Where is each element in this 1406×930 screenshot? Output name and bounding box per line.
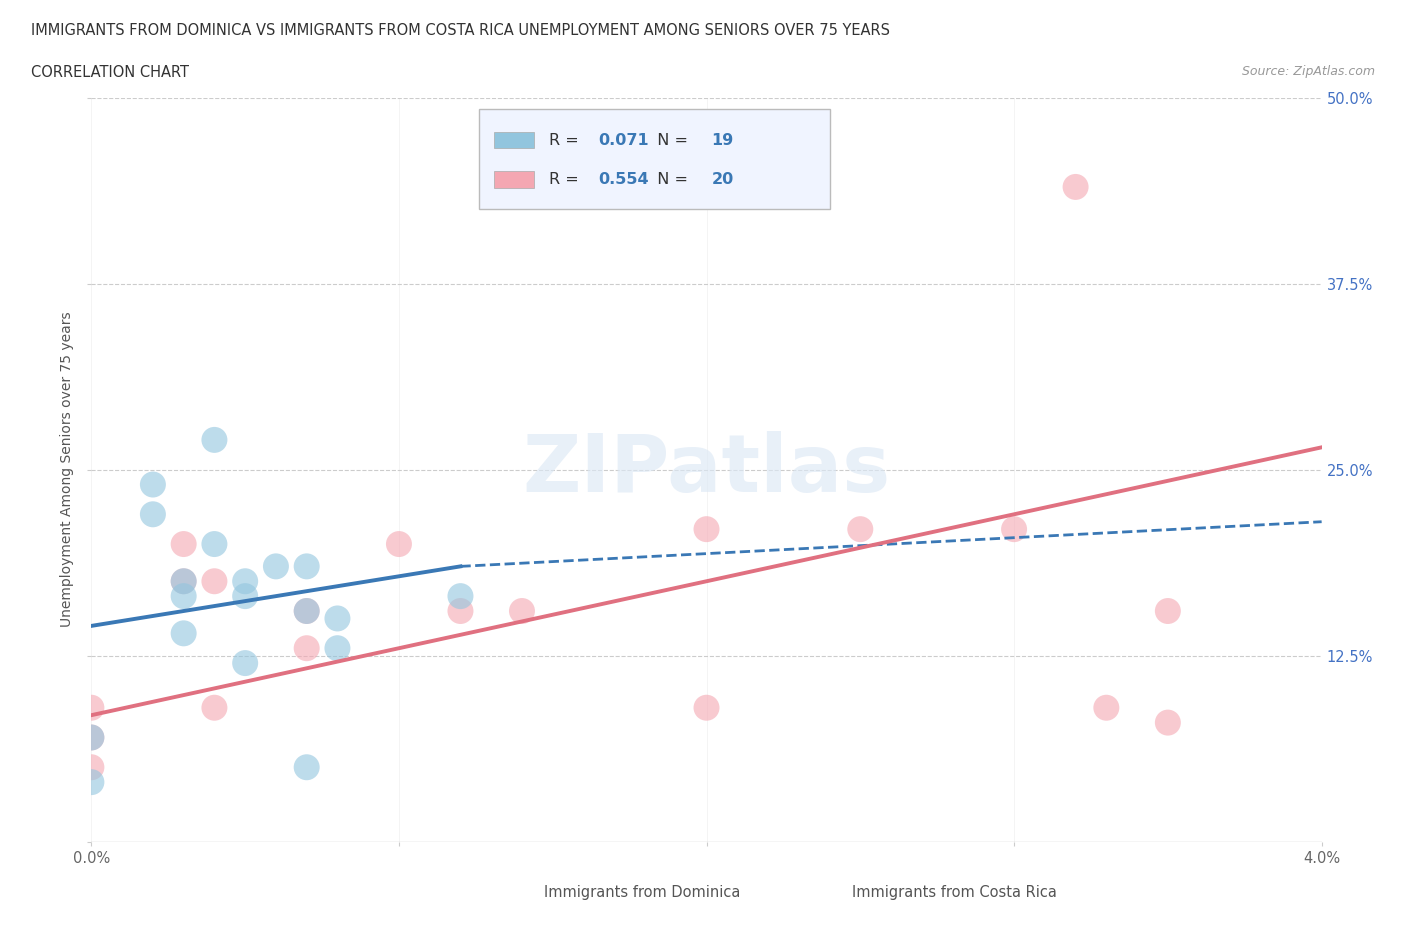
FancyBboxPatch shape [494, 171, 534, 188]
Point [295, 559, 318, 574]
Text: Source: ZipAtlas.com: Source: ZipAtlas.com [1241, 65, 1375, 78]
Point [264, 559, 287, 574]
Text: ZIPatlas: ZIPatlas [523, 431, 890, 509]
Point [449, 604, 471, 618]
Text: IMMIGRANTS FROM DOMINICA VS IMMIGRANTS FROM COSTA RICA UNEMPLOYMENT AMONG SENIOR: IMMIGRANTS FROM DOMINICA VS IMMIGRANTS F… [31, 23, 890, 38]
Point [173, 589, 195, 604]
Point [295, 604, 318, 618]
Point [326, 611, 349, 626]
Point [695, 700, 717, 715]
Point [173, 537, 195, 551]
Point [80, 775, 103, 790]
Point [202, 537, 225, 551]
Point [173, 574, 195, 589]
Text: Immigrants from Costa Rica: Immigrants from Costa Rica [852, 884, 1056, 899]
Text: 19: 19 [711, 133, 734, 148]
Point [80, 730, 103, 745]
Point [449, 589, 471, 604]
Point [202, 432, 225, 447]
Point [80, 730, 103, 745]
Text: R =: R = [548, 172, 583, 187]
FancyBboxPatch shape [786, 871, 853, 913]
Y-axis label: Unemployment Among Seniors over 75 years: Unemployment Among Seniors over 75 years [60, 312, 75, 628]
Text: Immigrants from Dominica: Immigrants from Dominica [544, 884, 741, 899]
Point [1002, 522, 1025, 537]
Text: R =: R = [548, 133, 583, 148]
Point [202, 700, 225, 715]
Point [326, 641, 349, 656]
FancyBboxPatch shape [494, 132, 534, 148]
FancyBboxPatch shape [479, 871, 547, 913]
Point [173, 574, 195, 589]
Point [233, 656, 256, 671]
Point [295, 760, 318, 775]
Point [295, 604, 318, 618]
Point [695, 522, 717, 537]
Point [1157, 604, 1180, 618]
Point [388, 537, 411, 551]
Point [142, 507, 165, 522]
Point [142, 477, 165, 492]
Point [233, 589, 256, 604]
Text: 0.554: 0.554 [599, 172, 650, 187]
Text: CORRELATION CHART: CORRELATION CHART [31, 65, 188, 80]
Text: N =: N = [647, 133, 693, 148]
Point [202, 574, 225, 589]
Point [849, 522, 872, 537]
Point [1157, 715, 1180, 730]
Point [80, 760, 103, 775]
Point [233, 574, 256, 589]
Point [295, 641, 318, 656]
Point [173, 626, 195, 641]
Point [510, 604, 533, 618]
Text: N =: N = [647, 172, 693, 187]
Point [1095, 700, 1118, 715]
Text: 0.071: 0.071 [599, 133, 650, 148]
Point [80, 700, 103, 715]
Point [1064, 179, 1087, 194]
FancyBboxPatch shape [479, 109, 830, 209]
Text: 20: 20 [711, 172, 734, 187]
